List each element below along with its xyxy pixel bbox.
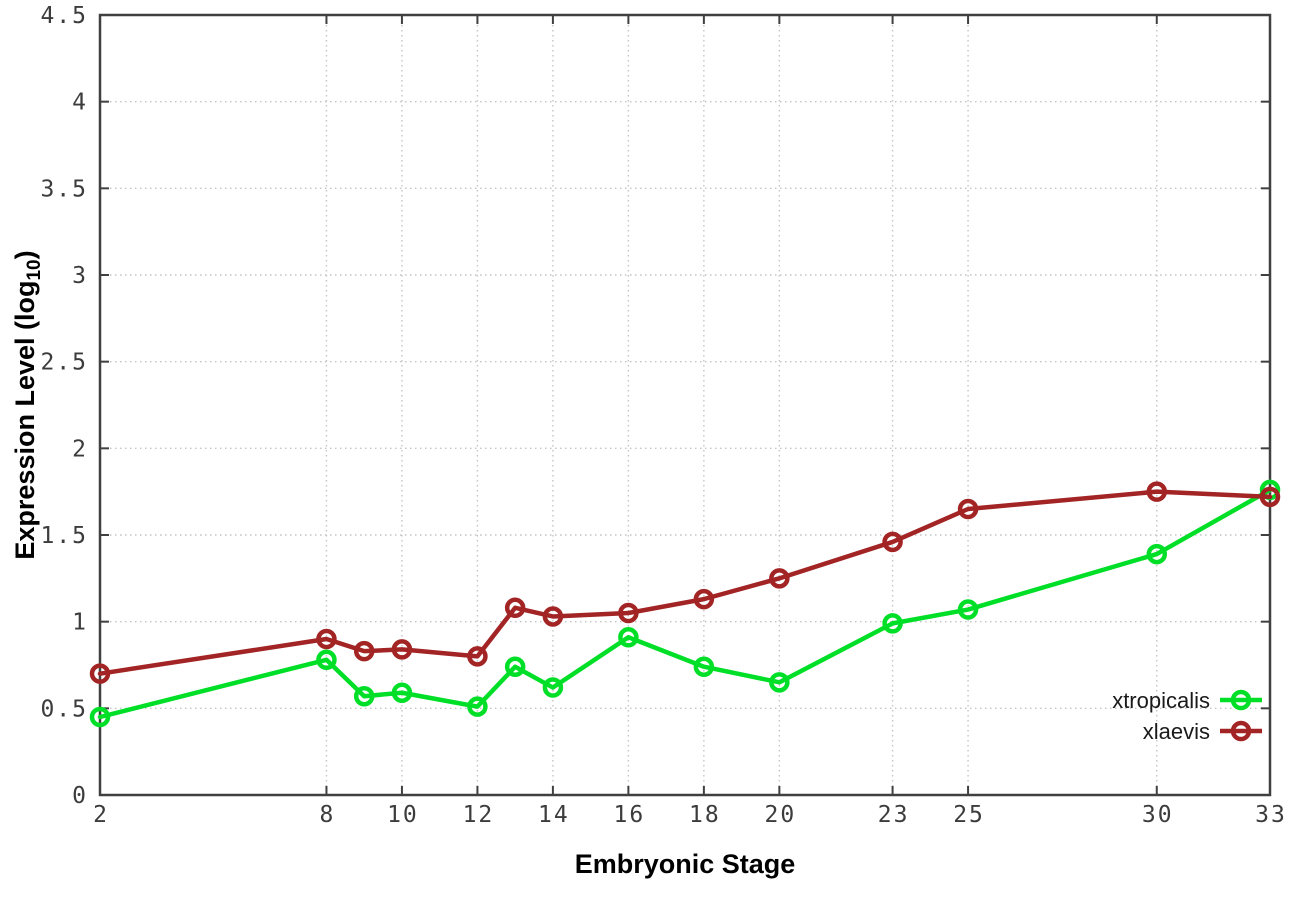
series-xlaevis-marker (542, 606, 564, 627)
y-tick-label: 1 (72, 610, 88, 636)
series-xtropicalis-marker (1146, 543, 1168, 565)
x-tick-label: 25 (953, 802, 985, 828)
x-tick-label: 33 (1255, 802, 1287, 828)
series-xtropicalis-marker (957, 599, 979, 620)
y-axis-title-subscript: 10 (24, 259, 45, 280)
series-xlaevis-marker (1146, 481, 1168, 502)
x-tick-label: 30 (1142, 802, 1174, 828)
x-tick-label: 20 (765, 802, 797, 828)
x-tick-label: 10 (387, 802, 419, 828)
y-axis-title-main: Expression Level (log (10, 281, 40, 560)
legend-label-xlaevis: xlaevis (1143, 719, 1210, 744)
series-xtropicalis-marker (618, 627, 639, 648)
series-xlaevis-marker (769, 568, 790, 589)
y-tick-label: 3 (72, 263, 88, 289)
series-xtropicalis-marker (882, 613, 903, 634)
series-xtropicalis-marker (504, 656, 526, 677)
series-xlaevis-marker (89, 663, 111, 684)
series-xlaevis-marker (618, 602, 639, 624)
x-tick-label: 12 (463, 802, 495, 828)
legend-label-xtropicalis: xtropicalis (1112, 688, 1210, 713)
x-tick-label: 8 (320, 802, 336, 828)
plot-frame (98, 13, 1272, 797)
series-xlaevis-marker (316, 628, 337, 650)
y-tick-label: 4.5 (40, 3, 88, 29)
x-tick-label: 16 (614, 802, 646, 828)
x-tick-label: 23 (878, 802, 910, 828)
x-axis-title: Embryonic Stage (575, 849, 796, 879)
series-xlaevis-marker (467, 646, 488, 667)
y-axis-title-end: ) (10, 250, 40, 259)
y-tick-label: 2 (72, 436, 88, 462)
y-tick-label: 2.5 (40, 350, 88, 376)
series-xtropicalis-marker (391, 682, 413, 703)
x-tick-label: 2 (93, 802, 109, 828)
y-tick-label: 0.5 (40, 696, 88, 722)
legend: xtropicalis xlaevis (1112, 688, 1262, 744)
y-tick-label: 0 (72, 783, 88, 809)
legend-marker-xtropicalis (1230, 689, 1252, 711)
series-xtropicalis-marker (542, 677, 564, 698)
y-tick-label: 1.5 (40, 523, 88, 549)
series-xlaevis-marker (957, 498, 979, 520)
series-xlaevis-line (97, 489, 1273, 676)
series-xtropicalis-marker (353, 685, 375, 707)
series-xlaevis-marker (353, 640, 375, 662)
series-xlaevis-marker (882, 531, 903, 553)
series-xtropicalis-marker (769, 672, 790, 693)
series-xlaevis-marker (391, 639, 413, 660)
y-tick-label: 3.5 (40, 176, 88, 202)
series-xlaevis-marker (504, 597, 526, 619)
series-xlaevis-marker (693, 588, 715, 610)
series-xtropicalis-marker (316, 649, 337, 671)
series-xtropicalis-marker (89, 706, 111, 728)
series-xlaevis-marker (1259, 486, 1281, 508)
y-axis-title: Expression Level (log10) (10, 250, 45, 559)
y-tick-label: 4 (72, 90, 88, 116)
series-xtropicalis-marker (693, 656, 715, 677)
x-tick-label: 14 (538, 802, 570, 828)
x-tick-label: 18 (689, 802, 721, 828)
series-xtropicalis-marker (467, 696, 488, 717)
legend-marker-xlaevis (1230, 720, 1252, 742)
